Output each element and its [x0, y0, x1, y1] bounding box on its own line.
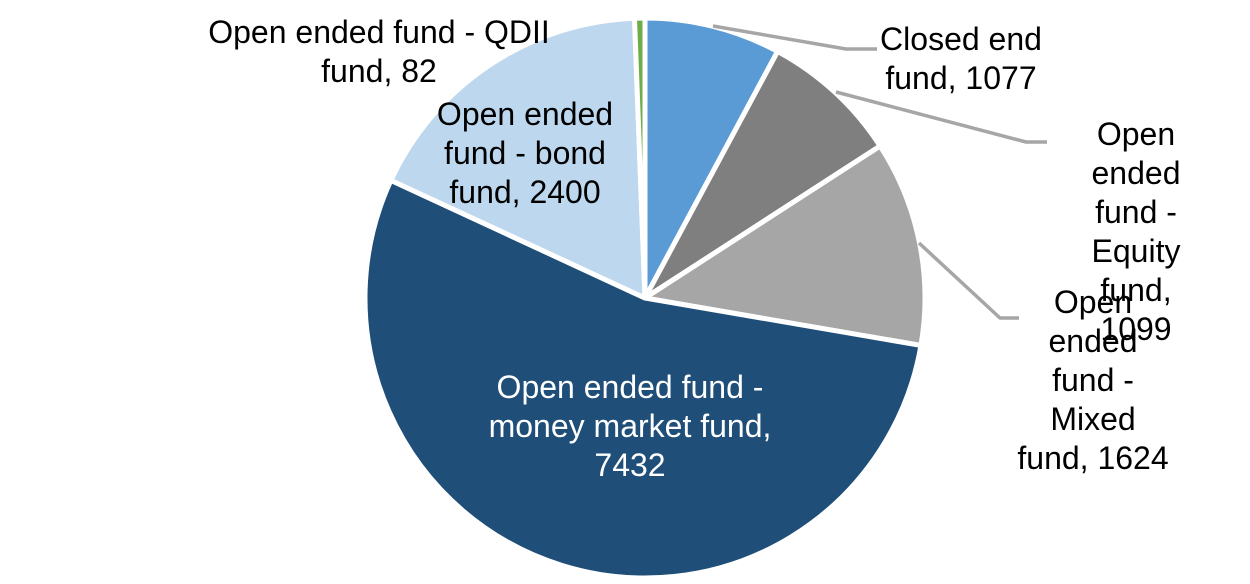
pie-label-open-ended-fund-mixed-fund: Open ended fund - Mixed fund, 1624 — [1017, 284, 1169, 476]
leader-line-open-ended-fund-mixed-fund — [917, 241, 1019, 320]
pie-slice-open-ended-fund-mixed-fund — [642, 143, 928, 348]
pie-label-open-ended-fund-money-market-fund: Open ended fund - money market fund, 743… — [488, 369, 772, 483]
pie-slice-open-ended-fund-equity-fund — [642, 48, 883, 301]
pie-label-open-ended-fund-bond-fund: Open ended fund - bond fund, 2400 — [436, 96, 614, 210]
pie-slice-open-ended-fund-qdii-fund — [631, 15, 648, 301]
leader-line-closed-end-fund — [712, 24, 877, 51]
leader-line-open-ended-fund-equity-fund — [835, 90, 1047, 144]
pie-label-open-ended-fund-equity-fund: Open ended fund - Equity fund, 1099 — [1091, 116, 1181, 347]
pie-slice-open-ended-fund-bond-fund — [388, 15, 648, 301]
pie-label-open-ended-fund-qdii-fund: Open ended fund - QDII fund, 82 — [208, 14, 550, 89]
pie-label-closed-end-fund: Closed end fund, 1077 — [880, 21, 1042, 96]
pie-slice-open-ended-fund-money-market-fund — [362, 177, 924, 581]
